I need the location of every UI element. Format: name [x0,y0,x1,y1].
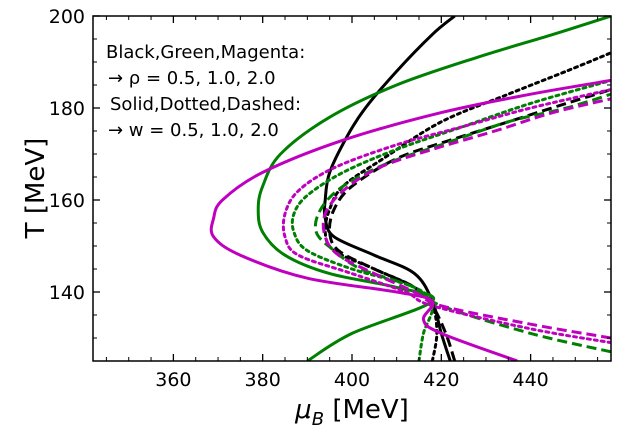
x-tick-label-360: 360 [155,369,191,391]
annotation-box: Black,Green,Magenta: → ρ = 0.5, 1.0, 2.0… [106,42,305,141]
annotation-line-3: Solid,Dotted,Dashed: [110,94,301,115]
curves [209,16,611,361]
annotation-line-4: → w = 0.5, 1.0, 2.0 [108,120,279,141]
y-axis-label: T [MeV] [21,138,51,240]
x-axis-label-unit: [MeV] [324,395,409,425]
ticks: 360 380 400 420 440 140 160 180 200 [49,6,611,391]
series-green-solid-line [256,16,611,361]
y-tick-label-160: 160 [49,190,85,212]
y-tick-label-200: 200 [49,6,85,28]
y-tick-label-180: 180 [49,98,85,120]
series-magenta-dashed-line [321,97,611,340]
annotation-line-1: Black,Green,Magenta: [106,42,305,63]
x-tick-label-440: 440 [512,369,548,391]
x-tick-label-400: 400 [334,369,370,391]
annotation-line-2: → ρ = 0.5, 1.0, 2.0 [108,68,276,89]
x-tick-label-380: 380 [245,369,281,391]
x-tick-label-420: 420 [423,369,459,391]
series-magenta-solid-line [209,78,611,361]
x-axis-label-subscript: B [312,409,324,426]
y-tick-label-140: 140 [49,282,85,304]
series-green-dotted-line [290,78,611,361]
x-axis-label-symbol: μ [294,395,312,425]
series-magenta-dotted-line [281,88,611,345]
x-axis-label: μB [MeV] [294,395,409,426]
